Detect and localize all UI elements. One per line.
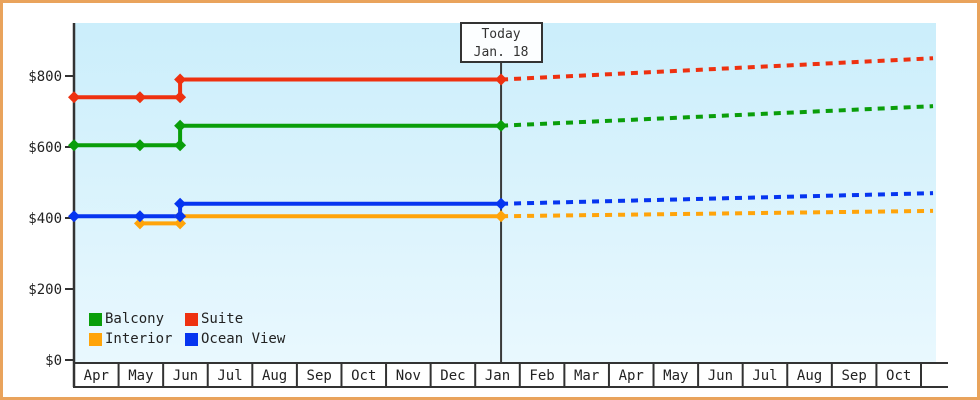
month-label: May xyxy=(128,368,153,384)
data-point-marker xyxy=(174,73,187,86)
data-point-marker xyxy=(133,217,146,230)
y-tick-label: $200 xyxy=(28,282,62,298)
data-point-marker xyxy=(133,91,146,104)
month-label: Mar xyxy=(574,368,599,384)
data-point-marker xyxy=(68,139,80,152)
x-axis-table: Apr May Jun Jul Aug Sep Oct Nov Dec Jan Feb Mar Apr M… xyxy=(73,362,948,388)
data-point-marker xyxy=(495,210,508,223)
month-label: Feb xyxy=(529,368,554,384)
month-label: Jul xyxy=(217,368,242,384)
legend-label: Balcony xyxy=(105,311,165,327)
month-label: Aug xyxy=(262,368,287,384)
month-label: Oct xyxy=(886,368,911,384)
data-point-marker xyxy=(133,139,146,152)
series-markers xyxy=(68,119,508,152)
data-point-marker xyxy=(68,210,80,223)
series-markers xyxy=(68,197,508,223)
legend-swatch xyxy=(185,313,198,326)
legend-item-balcony: Balcony xyxy=(89,311,185,327)
legend-item-interior: Interior xyxy=(89,331,185,347)
price-history-forecast-chart: Apr May Jun Jul Aug Sep Oct Nov Dec Jan Feb Mar Apr M… xyxy=(28,23,948,388)
legend-label: Interior xyxy=(105,331,173,347)
legend: Balcony Suite Interior Ocean View xyxy=(89,311,286,347)
legend-label: Suite xyxy=(201,311,244,327)
today-marker-box: Today Jan. 18 xyxy=(459,22,543,63)
month-label: Nov xyxy=(396,368,421,384)
month-label: Sep xyxy=(841,368,866,384)
month-label: Jan xyxy=(485,368,510,384)
legend-swatch xyxy=(185,333,198,346)
data-point-marker xyxy=(495,119,508,132)
y-tick-label: $800 xyxy=(28,69,62,85)
month-label: Aug xyxy=(797,368,822,384)
data-point-marker xyxy=(174,197,187,210)
legend-swatch xyxy=(89,333,102,346)
today-date: Jan. 18 xyxy=(473,45,529,60)
y-tick-label: $400 xyxy=(28,211,62,227)
y-tick-label: $0 xyxy=(45,353,62,369)
data-point-marker xyxy=(174,91,187,104)
month-label: Dec xyxy=(440,368,465,384)
data-point-marker xyxy=(174,217,187,230)
month-label: Sep xyxy=(307,368,332,384)
data-point-marker xyxy=(174,119,187,132)
legend-item-suite: Suite xyxy=(185,311,285,327)
month-label: Apr xyxy=(84,368,109,384)
data-point-marker xyxy=(133,210,146,223)
data-point-marker xyxy=(174,139,187,152)
legend-item-ocean-view: Ocean View xyxy=(185,331,286,347)
today-label: Today xyxy=(481,27,521,42)
data-point-marker xyxy=(495,73,508,86)
y-axis-ticks: $0 $200 $400 $600 $800 xyxy=(28,69,74,369)
y-tick-label: $600 xyxy=(28,140,62,156)
data-point-marker xyxy=(174,210,187,223)
data-point-marker xyxy=(495,197,508,210)
legend-swatch xyxy=(89,313,102,326)
legend-label: Ocean View xyxy=(201,331,286,347)
month-label: Jul xyxy=(752,368,777,384)
month-label: Apr xyxy=(619,368,644,384)
month-label: Jun xyxy=(173,368,198,384)
data-point-marker xyxy=(68,91,80,104)
month-label: Jun xyxy=(708,368,733,384)
month-label: Oct xyxy=(351,368,376,384)
month-label: May xyxy=(663,368,688,384)
series-markers xyxy=(68,73,508,104)
